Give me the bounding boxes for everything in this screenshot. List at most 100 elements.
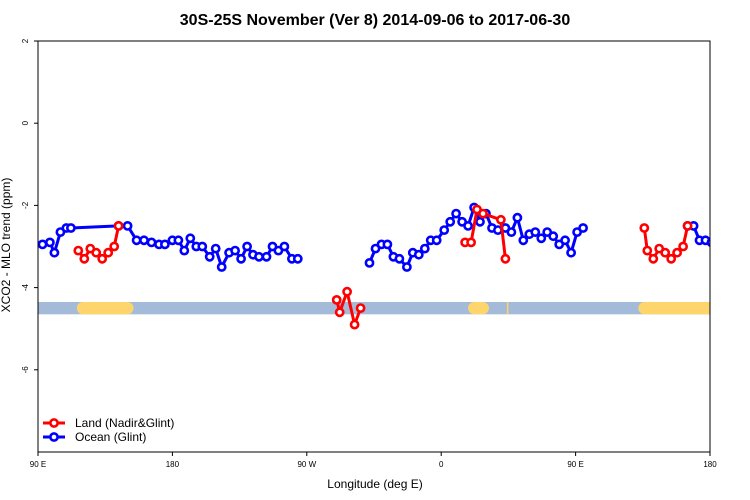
data-point bbox=[242, 241, 252, 252]
data-point bbox=[173, 235, 184, 246]
series-ocean-glint bbox=[38, 202, 721, 272]
data-point bbox=[475, 216, 485, 227]
data-point bbox=[512, 212, 523, 223]
data-point bbox=[530, 227, 541, 237]
data-point bbox=[146, 237, 157, 248]
legend-item: Land (Nadir&Glint) bbox=[43, 416, 174, 430]
data-point bbox=[73, 245, 84, 256]
data-point bbox=[439, 225, 450, 235]
data-point bbox=[342, 286, 352, 297]
data-point bbox=[639, 223, 650, 233]
x-axis-ticks: 90 E 180 90 W 0 90 E 180 bbox=[30, 452, 717, 469]
series-land-nadir-glint bbox=[73, 204, 693, 330]
legend: Land (Nadir&Glint)Ocean (Glint) bbox=[43, 416, 174, 444]
data-point bbox=[349, 319, 360, 330]
data-point bbox=[394, 253, 405, 264]
data-point bbox=[230, 245, 240, 256]
y-axis-ticks: 2 0 -2 -4 -6 bbox=[21, 38, 38, 373]
data-point bbox=[672, 247, 682, 258]
data-point bbox=[578, 223, 588, 233]
data-point bbox=[254, 251, 264, 262]
data-point bbox=[451, 208, 461, 219]
surface-band bbox=[38, 301, 710, 315]
data-point bbox=[714, 241, 721, 248]
legend-item: Ocean (Glint) bbox=[43, 430, 146, 444]
data-point bbox=[38, 239, 48, 250]
data-point bbox=[49, 247, 60, 258]
data-point bbox=[261, 251, 272, 262]
data-point bbox=[382, 239, 393, 250]
y-tick-label: 0 bbox=[21, 120, 30, 125]
data-point bbox=[445, 216, 456, 227]
data-point bbox=[216, 262, 227, 272]
data-point bbox=[678, 241, 688, 252]
x-tick-label: 90 W bbox=[297, 460, 316, 469]
x-tick-label: 180 bbox=[166, 460, 180, 469]
data-point bbox=[103, 247, 114, 258]
data-point bbox=[236, 253, 246, 264]
data-point bbox=[706, 237, 710, 248]
y-tick-label: -6 bbox=[21, 366, 30, 374]
legend-label: Land (Nadir&Glint) bbox=[75, 416, 174, 430]
data-point bbox=[518, 235, 529, 246]
data-point bbox=[566, 247, 576, 258]
data-point bbox=[536, 233, 547, 244]
x-tick-label: 90 E bbox=[30, 460, 46, 469]
data-point bbox=[113, 220, 124, 231]
data-point bbox=[122, 220, 133, 231]
data-point bbox=[548, 231, 559, 242]
ocean-band bbox=[38, 301, 710, 315]
data-point bbox=[66, 223, 76, 233]
land-band-segment bbox=[76, 301, 134, 315]
data-point bbox=[666, 253, 677, 264]
data-point bbox=[401, 262, 412, 272]
data-point bbox=[466, 237, 476, 248]
data-point bbox=[364, 257, 375, 268]
y-tick-label: -4 bbox=[21, 283, 30, 291]
y-axis-label: XCO2 - MLO trend (ppm) bbox=[0, 178, 13, 313]
data-point bbox=[45, 237, 55, 248]
data-point bbox=[197, 241, 208, 252]
data-point bbox=[500, 253, 511, 264]
data-point bbox=[660, 247, 671, 258]
x-tick-label: 0 bbox=[439, 460, 444, 469]
data-point bbox=[355, 303, 366, 313]
data-point bbox=[495, 214, 506, 225]
y-tick-label: 2 bbox=[21, 38, 30, 43]
legend-swatch-marker bbox=[49, 418, 59, 428]
data-point bbox=[478, 208, 488, 219]
data-point bbox=[648, 253, 659, 264]
data-point bbox=[179, 245, 190, 256]
data-point bbox=[139, 235, 149, 246]
legend-swatch-marker bbox=[49, 432, 59, 442]
land-band-segment bbox=[638, 301, 710, 315]
data-point bbox=[185, 233, 196, 244]
y-tick-label: -2 bbox=[21, 201, 30, 209]
plot-frame bbox=[37, 40, 711, 453]
data-point bbox=[431, 235, 442, 246]
data-point bbox=[79, 253, 90, 264]
x-axis-label: Longitude (deg E) bbox=[327, 477, 422, 491]
data-point bbox=[279, 241, 290, 252]
series-layer bbox=[38, 202, 721, 330]
data-point bbox=[204, 251, 215, 262]
x-tick-label: 90 E bbox=[567, 460, 583, 469]
land-band-segment bbox=[506, 301, 509, 315]
data-point bbox=[560, 235, 570, 246]
data-point bbox=[91, 247, 102, 258]
data-point bbox=[419, 243, 430, 254]
data-point bbox=[210, 243, 221, 254]
data-point bbox=[159, 239, 170, 250]
data-point bbox=[109, 241, 120, 252]
data-point bbox=[506, 227, 517, 237]
data-point bbox=[463, 220, 473, 231]
data-point bbox=[292, 253, 303, 264]
land-band-segment bbox=[468, 301, 489, 315]
chart-title: 30S-25S November (Ver 8) 2014-09-06 to 2… bbox=[180, 12, 571, 29]
data-point bbox=[334, 307, 345, 318]
data-point bbox=[413, 249, 424, 260]
x-tick-label: 180 bbox=[703, 460, 717, 469]
data-point bbox=[97, 253, 108, 264]
legend-label: Ocean (Glint) bbox=[75, 430, 146, 444]
